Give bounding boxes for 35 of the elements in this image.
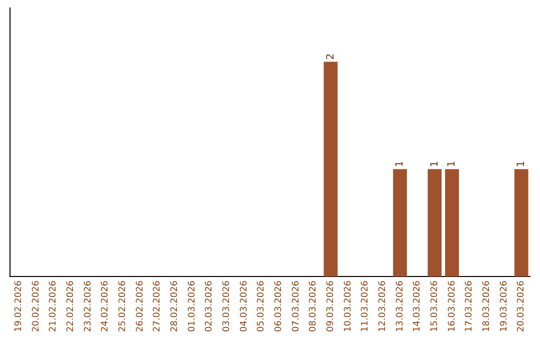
data-label: 1 [429, 160, 440, 168]
x-tick-label: 16.03.2026 [447, 280, 458, 332]
x-tick-label: 17.03.2026 [464, 280, 475, 332]
x-tick-label: 27.02.2026 [152, 280, 163, 332]
x-tick-label: 28.02.2026 [170, 280, 180, 332]
x-tick-label: 05.03.2026 [256, 280, 267, 332]
data-label: 2 [325, 53, 336, 60]
data-label: 1 [446, 160, 458, 168]
x-tick-label: 21.02.2026 [48, 280, 59, 332]
x-tick-label: 24.02.2026 [100, 280, 111, 332]
x-tick-label: 08.03.2026 [308, 280, 319, 332]
x-tick-label: 01.03.2026 [187, 280, 198, 332]
x-tick-label: 18.03.2026 [482, 280, 492, 332]
x-tick-label: 09.03.2026 [326, 280, 336, 332]
x-tick-label: 20.02.2026 [31, 280, 42, 332]
x-tick-label: 23.02.2026 [83, 280, 94, 332]
x-tick-label: 03.03.2026 [222, 280, 232, 332]
x-tick-label: 11.03.2026 [360, 280, 371, 332]
x-tick-label: 13.03.2026 [395, 280, 406, 332]
data-label: 1 [516, 160, 527, 168]
x-tick-label: 07.03.2026 [291, 280, 302, 332]
x-tick-label: 14.03.2026 [412, 280, 423, 332]
x-tick-label: 10.03.2026 [343, 280, 354, 332]
x-tick-label: 26.02.2026 [135, 280, 146, 332]
data-label: 1 [394, 160, 406, 168]
x-tick-label: 22.02.2026 [66, 280, 76, 332]
x-tick-label: 20.03.2026 [516, 280, 527, 332]
x-tick-label: 25.02.2026 [118, 280, 128, 332]
x-tick-label: 06.03.2026 [274, 280, 284, 332]
x-tick-label: 02.03.2026 [204, 280, 215, 332]
x-tick-label: 04.03.2026 [239, 280, 250, 332]
x-tick-label: 19.03.2026 [499, 280, 510, 332]
x-tick-label: 19.02.2026 [14, 280, 24, 332]
x-tick-label: 15.03.2026 [430, 280, 440, 332]
x-tick-label: 12.03.2026 [378, 280, 388, 332]
